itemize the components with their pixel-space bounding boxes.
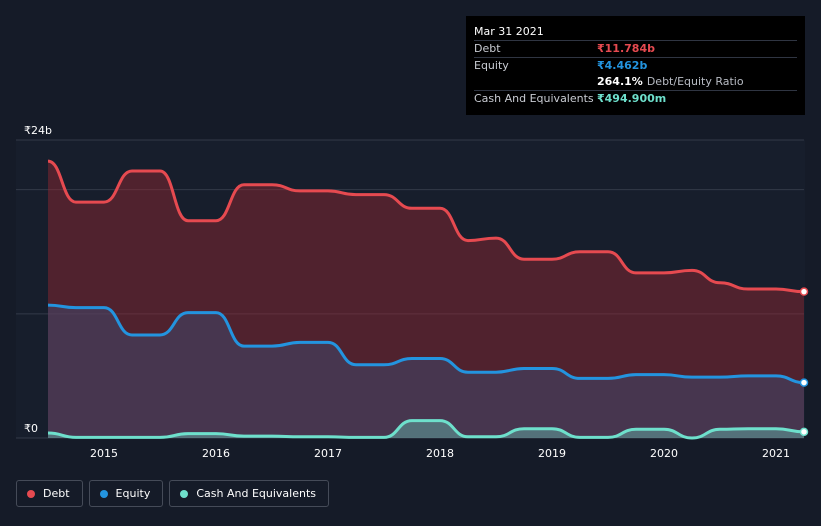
tooltip-cash-label: Cash And Equivalents [474,92,594,105]
y-axis-ticks: ₹24b ₹0 [24,124,52,435]
area-equity [48,305,804,438]
tooltip-debt-value: ₹11.784b [597,42,655,55]
x-axis-ticks: 2015 2016 2017 2018 2019 2020 2021 [90,447,790,460]
x-tick-label: 2020 [650,447,678,460]
legend-item-debt[interactable]: Debt [16,480,83,507]
line-equity [47,303,805,385]
gridlines [16,139,805,439]
x-tick-label: 2018 [426,447,454,460]
data-tooltip: Mar 31 2021 Debt ₹11.784b Equity ₹4.462b… [466,16,805,115]
legend-equity-label: Equity [115,487,151,500]
chart-lines [47,159,805,440]
tooltip-equity-label: Equity [474,59,509,72]
legend-equity-dot-icon [99,489,108,498]
chart-endpoints [799,287,809,437]
legend-cash-label: Cash And Equivalents [196,487,316,500]
tooltip-debt-label: Debt [474,42,501,55]
endpoint-cash-and-equivalents [799,427,809,437]
x-tick-label: 2019 [538,447,566,460]
endpoint-equity [799,378,809,387]
area-cash-and-equivalents [48,420,804,438]
x-tick-label: 2016 [202,447,230,460]
legend-item-equity[interactable]: Equity [88,480,164,507]
x-tick-label: 2017 [314,447,342,460]
endpoint-debt [799,287,809,296]
tooltip-row-cash: Cash And Equivalents ₹494.900m [474,90,797,107]
tooltip-cash-value: ₹494.900m [597,92,667,105]
tooltip-date: Mar 31 2021 [474,25,544,38]
tooltip-row-equity: Equity ₹4.462b [474,57,797,74]
x-tick-label: 2021 [762,447,790,460]
line-cash-and-equivalents [47,419,805,440]
chart-legend: Debt Equity Cash And Equivalents [16,480,335,507]
tooltip-equity-value: ₹4.462b [597,59,648,72]
legend-debt-dot-icon [27,489,35,498]
x-tick-label: 2015 [90,447,118,460]
tooltip-row-ratio: 264.1% Debt/Equity Ratio [474,74,797,90]
tooltip-ratio-label: Debt/Equity Ratio [646,75,744,88]
legend-cash-dot-icon [180,489,189,498]
chart-areas [48,161,804,438]
area-debt [48,161,804,438]
tooltip-row-debt: Debt ₹11.784b [474,40,797,57]
legend-debt-label: Debt [43,487,70,500]
y-tick-label: ₹24b [24,124,52,137]
line-debt [47,159,805,294]
y-tick-label: ₹0 [24,422,38,435]
legend-item-cash[interactable]: Cash And Equivalents [169,480,329,507]
tooltip-ratio-value: 264.1% [597,75,643,88]
